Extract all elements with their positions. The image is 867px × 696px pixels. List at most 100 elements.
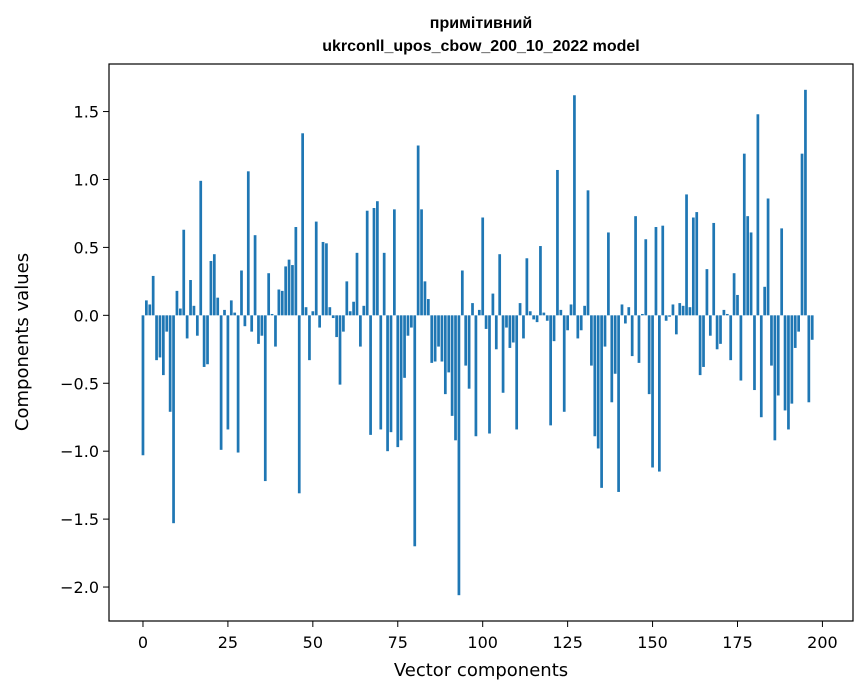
bar-10 — [175, 290, 179, 316]
bar-34 — [257, 315, 260, 344]
bar-147 — [641, 313, 644, 316]
x-tick-label-175: 175 — [722, 633, 753, 652]
y-tick-label-0: −2.0 — [60, 578, 99, 597]
bar-17 — [199, 180, 203, 316]
y-axis-label: Components values — [12, 253, 33, 431]
bar-153 — [661, 225, 665, 316]
bar-84 — [426, 299, 430, 316]
bar-117 — [539, 246, 542, 316]
bar-134 — [596, 315, 600, 449]
y-tick-label-5: 0.5 — [74, 238, 99, 257]
bar-141 — [620, 304, 624, 316]
bar-165 — [702, 315, 705, 367]
y-axis-ticks: −2.0 −1.5 −1.0 −0.5 0.0 0.5 1.0 1.5 — [60, 103, 109, 597]
bar-113 — [525, 258, 529, 316]
bar-78 — [406, 315, 410, 336]
bar-96 — [467, 315, 471, 389]
chart-title: примітивний ukrconll_upos_cbow_200_10_20… — [322, 15, 639, 55]
bar-58 — [338, 315, 342, 385]
bar-4 — [155, 315, 158, 361]
bar-37 — [267, 273, 271, 316]
bar-161 — [688, 307, 692, 316]
bar-125 — [566, 315, 569, 331]
bar-156 — [671, 304, 675, 316]
bar-54 — [325, 243, 328, 316]
bar-100 — [481, 217, 485, 316]
x-tick-label-200: 200 — [807, 633, 838, 652]
bar-80 — [413, 315, 417, 547]
bar-197 — [810, 315, 814, 340]
bar-120 — [549, 315, 552, 426]
bar-66 — [365, 210, 369, 316]
bar-104 — [494, 315, 498, 350]
x-tick-label-50: 50 — [303, 633, 323, 652]
bar-106 — [501, 315, 505, 393]
bar-3 — [151, 275, 155, 316]
bar-2 — [148, 304, 152, 316]
bar-148 — [644, 239, 648, 316]
bar-169 — [715, 315, 719, 350]
bar-183 — [763, 286, 767, 316]
x-tick-label-125: 125 — [552, 633, 583, 652]
x-tick-label-25: 25 — [218, 633, 238, 652]
bar-29 — [240, 270, 243, 316]
bar-55 — [328, 307, 332, 316]
bar-77 — [403, 315, 406, 378]
bar-68 — [372, 208, 376, 316]
bar-7 — [165, 315, 169, 332]
bar-59 — [342, 315, 345, 332]
bar-186 — [773, 315, 777, 441]
bar-133 — [593, 315, 597, 437]
bar-146 — [637, 315, 641, 363]
bar-41 — [280, 290, 284, 316]
plot-area-frame — [108, 63, 854, 622]
bar-111 — [518, 303, 522, 316]
bar-177 — [742, 153, 746, 316]
bar-109 — [511, 315, 515, 343]
x-tick-label-0: 0 — [138, 633, 148, 652]
bar-35 — [260, 315, 264, 336]
bar-132 — [590, 315, 593, 366]
bar-124 — [562, 315, 566, 412]
bar-126 — [569, 304, 573, 316]
bar-0 — [141, 315, 145, 456]
bar-12 — [182, 229, 186, 316]
bar-63 — [355, 252, 359, 316]
bar-44 — [291, 265, 294, 316]
bar-13 — [185, 315, 189, 339]
bar-163 — [695, 212, 699, 316]
y-tick-label-1: −1.5 — [60, 510, 99, 529]
bar-53 — [321, 241, 325, 316]
x-tick-label-100: 100 — [467, 633, 498, 652]
bar-102 — [488, 315, 491, 434]
x-axis-label: Vector components — [394, 660, 568, 681]
bar-90 — [447, 315, 451, 373]
bar-178 — [746, 216, 750, 316]
bar-18 — [202, 315, 206, 367]
bar-182 — [759, 315, 763, 418]
bar-171 — [722, 309, 726, 316]
bar-22 — [216, 297, 220, 316]
bar-170 — [719, 315, 722, 344]
y-tick-label-4: 0.0 — [74, 306, 99, 325]
bar-87 — [437, 315, 440, 347]
bar-189 — [783, 315, 787, 411]
bar-32 — [250, 315, 254, 332]
bar-99 — [477, 309, 481, 316]
bar-159 — [681, 305, 685, 316]
bar-5 — [158, 315, 162, 358]
bar-82 — [420, 209, 423, 316]
bar-51 — [314, 221, 318, 316]
bar-145 — [634, 216, 637, 316]
bar-173 — [729, 315, 733, 361]
bar-187 — [776, 315, 780, 396]
bar-123 — [559, 309, 563, 316]
bar-14 — [189, 280, 192, 316]
chart-title-line-1: примітивний — [430, 15, 532, 32]
bar-139 — [613, 315, 617, 374]
bar-151 — [654, 227, 658, 316]
bar-122 — [556, 169, 559, 316]
bar-1 — [145, 300, 148, 316]
bar-46 — [297, 315, 301, 494]
bar-193 — [797, 315, 800, 332]
